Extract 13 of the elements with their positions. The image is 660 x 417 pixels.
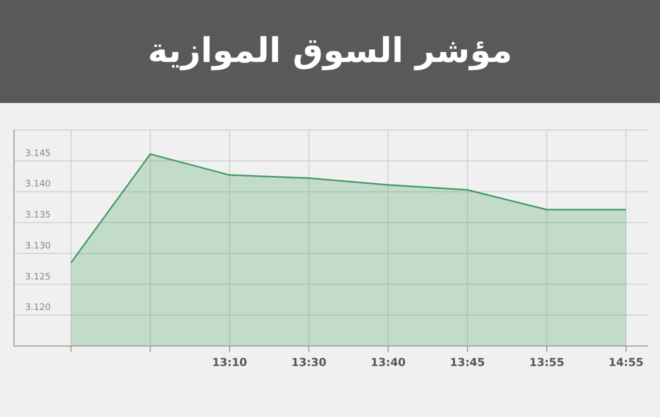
y-tick-label: 3.120	[25, 303, 52, 314]
y-tick-label: 3.125	[25, 272, 51, 282]
chart-title: مؤشر السوق الموازية	[148, 31, 512, 71]
y-tick-label: 3.135	[25, 210, 51, 221]
x-tick-label: 13:10	[212, 356, 248, 369]
x-tick-label: 13:55	[529, 356, 564, 369]
y-tick-label: 3.140	[25, 180, 52, 190]
y-tick-label: 3.130	[25, 241, 52, 252]
x-tick-label: 13:40	[370, 356, 406, 369]
x-tick-label: 14:55	[608, 356, 644, 369]
y-tick-label: 3.145	[25, 148, 51, 159]
x-tick-label: 13:30	[291, 356, 327, 369]
x-tick-label: 13:45	[450, 356, 485, 369]
